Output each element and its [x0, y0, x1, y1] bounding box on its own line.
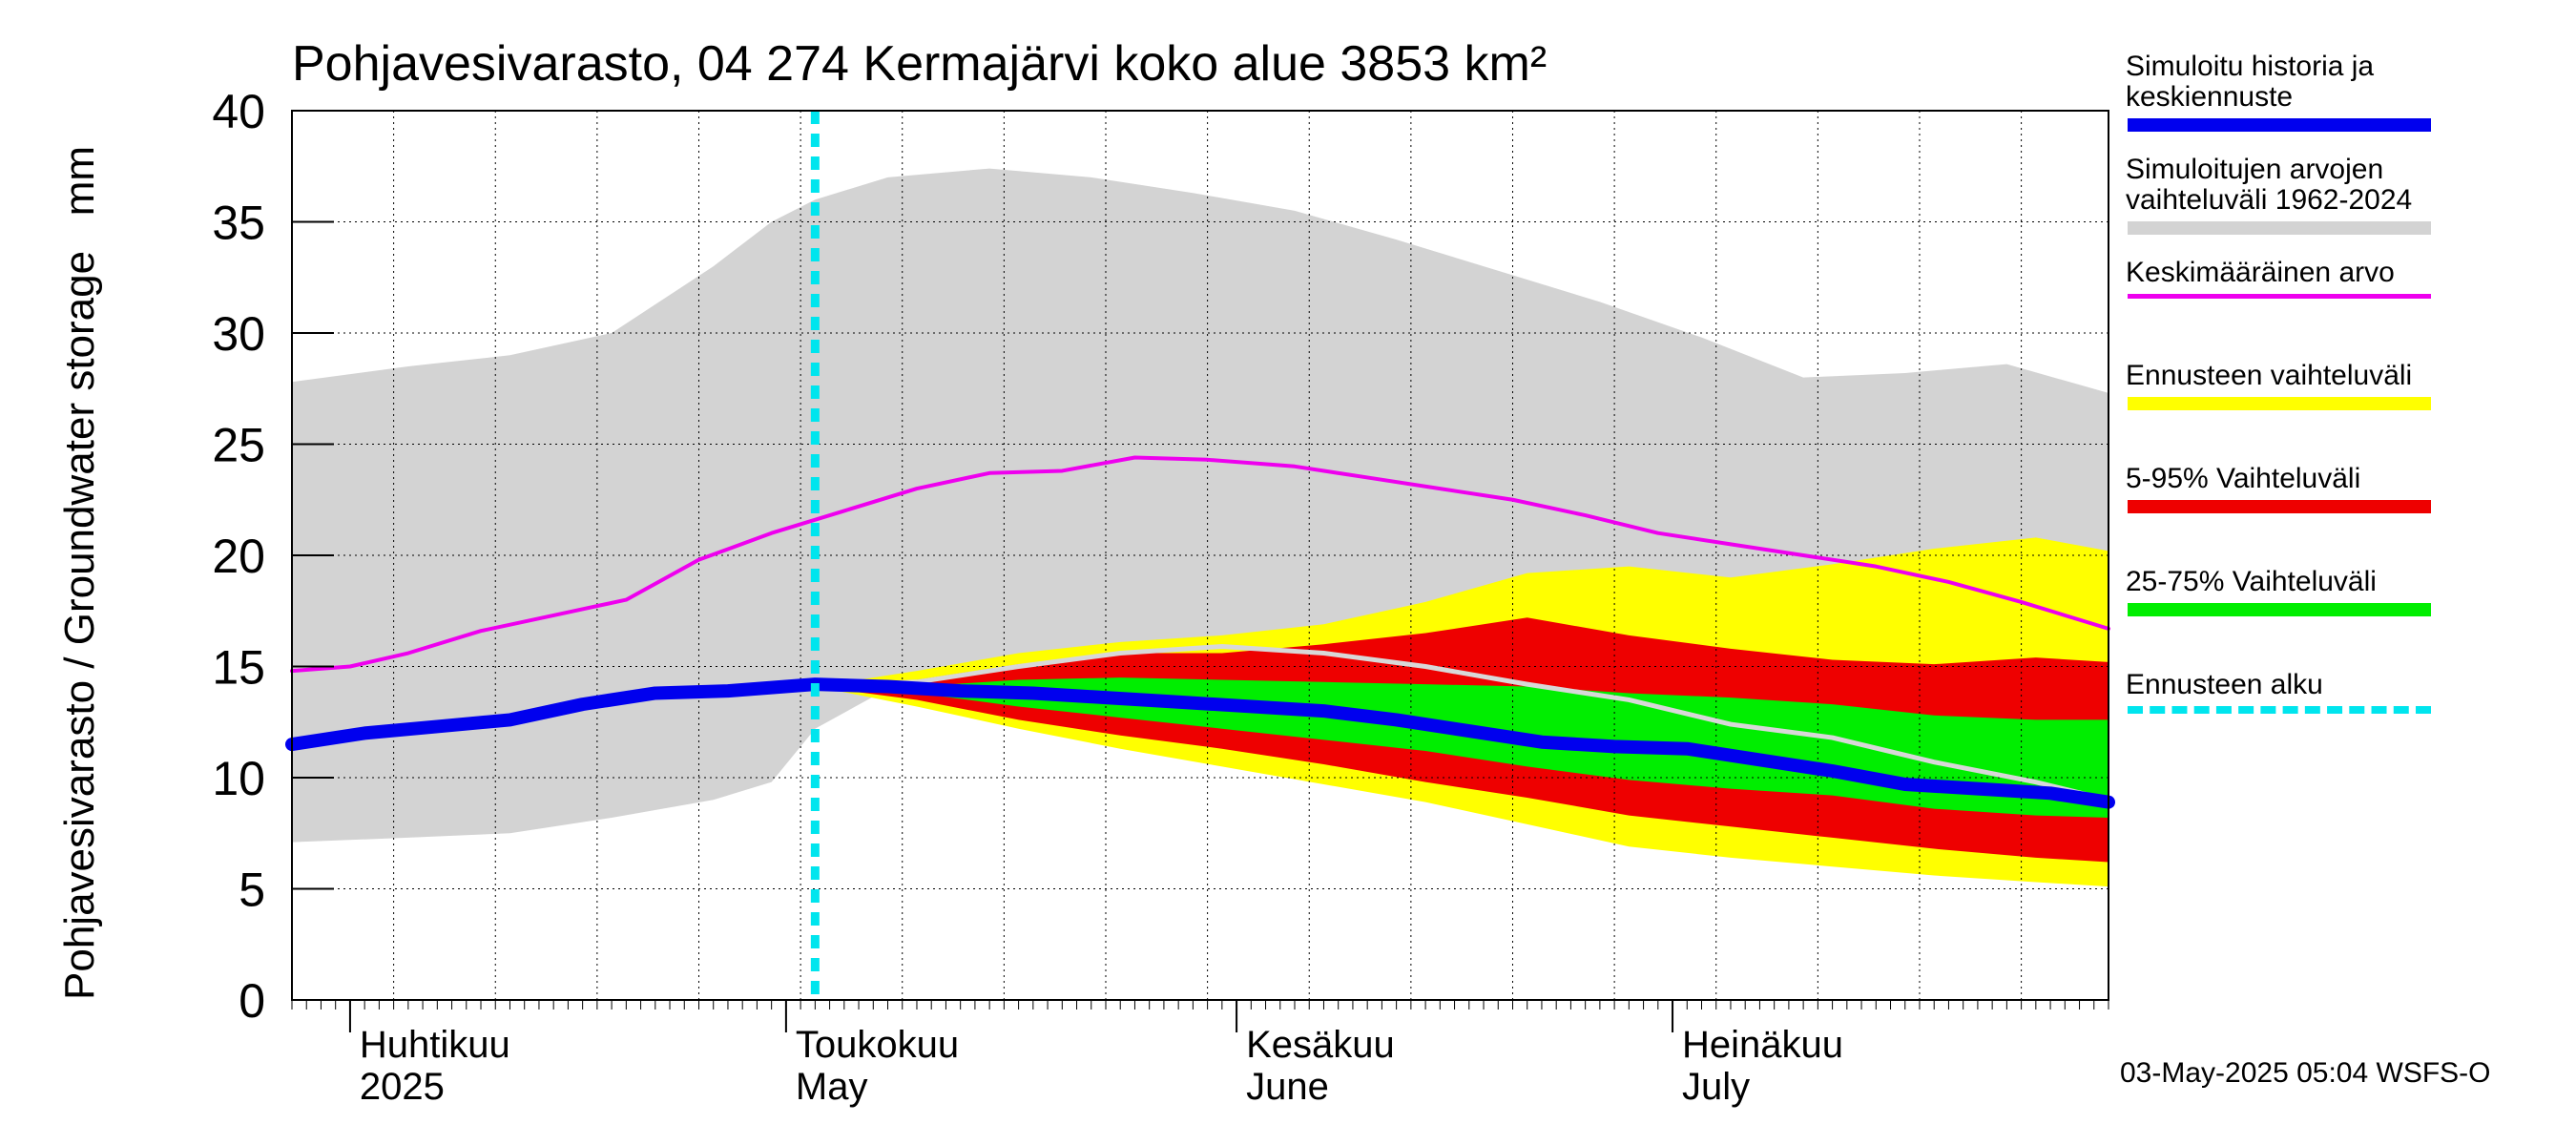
x-month-sublabel: May: [796, 1066, 868, 1108]
x-month-label: Kesäkuu: [1246, 1024, 1395, 1066]
legend-item: Keskimääräinen arvo: [2126, 258, 2441, 361]
history-forecast-line: [285, 677, 2115, 809]
x-month-label: Heinäkuu: [1682, 1024, 1843, 1066]
x-month-sublabel: July: [1682, 1066, 1750, 1108]
legend-label: Ennusteen alku: [2126, 669, 2323, 700]
y-tick-label: 40: [212, 85, 265, 138]
legend-item: Ennusteen vaihteluväli: [2126, 361, 2441, 464]
legend-item: Simuloitujen arvojen vaihteluväli 1962-2…: [2126, 155, 2441, 258]
legend-label: 25-75% Vaihteluväli: [2126, 566, 2377, 597]
y-tick-label: 35: [212, 197, 265, 250]
y-tick-label: 10: [212, 752, 265, 805]
legend-item: Simuloitu historia ja keskiennuste: [2126, 52, 2441, 155]
plot-area: 0510152025303540Huhtikuu2025ToukokuuMayK…: [212, 85, 2115, 1108]
y-tick-label: 0: [239, 974, 265, 1028]
y-tick-label: 15: [212, 641, 265, 695]
legend-item: Ennusteen alku: [2126, 670, 2441, 773]
y-tick-label: 5: [239, 864, 265, 917]
legend-swatch: [2128, 500, 2431, 513]
legend-label: 5-95% Vaihteluväli: [2126, 463, 2361, 494]
chart-title: Pohjavesivarasto, 04 274 Kermajärvi koko…: [292, 36, 1547, 92]
legend-swatch: [2128, 603, 2431, 616]
y-tick-label: 30: [212, 307, 265, 361]
legend-swatch: [2128, 118, 2431, 132]
legend-label: Keskimääräinen arvo: [2126, 257, 2395, 288]
y-tick-label: 25: [212, 419, 265, 472]
legend-label: Simuloitu historia ja keskiennuste: [2126, 51, 2375, 113]
legend-swatch: [2128, 706, 2431, 714]
legend-label: Simuloitujen arvojen vaihteluväli 1962-2…: [2126, 154, 2413, 216]
p25-75-band: [815, 677, 2109, 818]
legend-item: 5-95% Vaihteluväli: [2126, 464, 2441, 567]
legend-item: 25-75% Vaihteluväli: [2126, 567, 2441, 670]
legend-swatch: [2128, 294, 2431, 299]
observed-line: [812, 644, 2111, 802]
legend-swatch: [2128, 397, 2431, 410]
footer-timestamp: 03-May-2025 05:04 WSFS-O: [2120, 1057, 2491, 1089]
y-axis-label: Pohjavesivarasto / Groundwater storage m…: [56, 146, 103, 1000]
x-month-label: Toukokuu: [796, 1024, 959, 1066]
y-tick-label: 20: [212, 530, 265, 583]
x-month-sublabel: 2025: [360, 1066, 445, 1108]
mean-line: [290, 455, 2110, 674]
x-month-sublabel: June: [1246, 1066, 1329, 1108]
legend-swatch: [2128, 221, 2431, 235]
x-month-label: Huhtikuu: [360, 1024, 510, 1066]
legend: Simuloitu historia ja keskiennuste Simulo…: [2126, 52, 2441, 773]
legend-label: Ennusteen vaihteluväli: [2126, 360, 2413, 391]
